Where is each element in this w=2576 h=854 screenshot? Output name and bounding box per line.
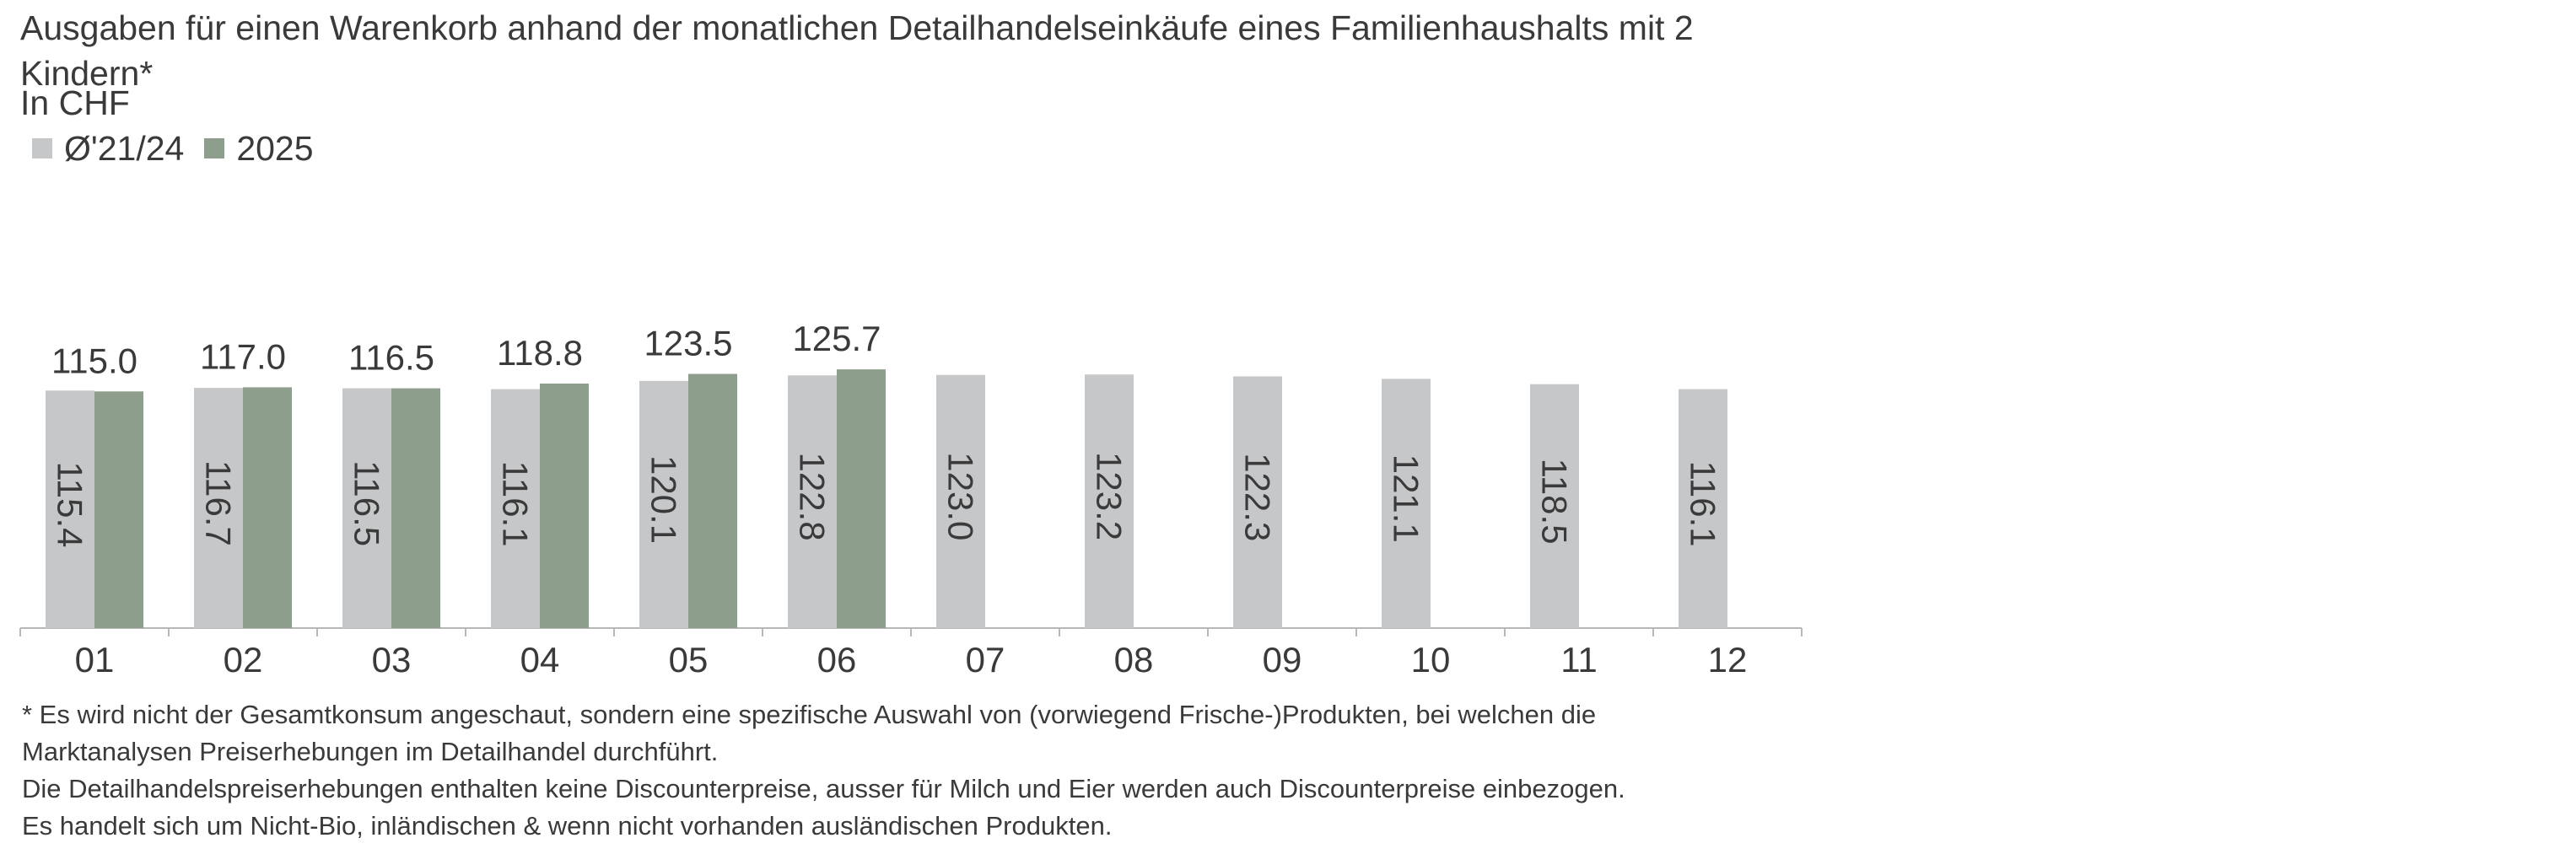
chart-legend: Ø'21/24 2025: [32, 125, 314, 172]
data-label-avg: 123.0: [941, 452, 981, 540]
bar-avg: [1382, 379, 1431, 628]
x-tick-label: 09: [1263, 640, 1302, 679]
data-label-2025: 123.5: [644, 324, 732, 363]
legend-swatch-avg: [32, 138, 52, 158]
bar-avg: [1679, 389, 1727, 628]
x-tick-label: 02: [224, 640, 263, 679]
data-label-avg: 116.1: [496, 461, 536, 547]
footnote-line: Marktanalysen Preiserhebungen im Detailh…: [22, 737, 719, 766]
footnote: * Es wird nicht der Gesamtkonsum angesch…: [22, 696, 1844, 845]
bar-2025: [243, 387, 292, 628]
bar-avg: [936, 374, 985, 628]
legend-label-2025: 2025: [236, 128, 314, 168]
data-label-avg: 122.8: [793, 453, 833, 541]
bar-2025: [391, 388, 440, 628]
bar-avg: [639, 380, 688, 628]
x-tick-label: 05: [669, 640, 709, 679]
bar-2025: [540, 383, 589, 628]
x-tick-label: 03: [372, 640, 412, 679]
bar-2025: [837, 369, 886, 628]
bar-avg: [788, 375, 837, 628]
data-label-avg: 116.5: [348, 460, 387, 546]
data-label-avg: 120.1: [644, 455, 684, 544]
bar-avg: [46, 390, 94, 628]
footnote-line: Es handelt sich um Nicht-Bio, inländisch…: [22, 811, 1113, 841]
legend-swatch-2025: [204, 138, 225, 158]
bar-avg: [342, 388, 391, 628]
bar-avg: [1233, 376, 1282, 628]
data-label-avg: 116.7: [199, 460, 239, 546]
footnote-line: Die Detailhandelspreiserhebungen enthalt…: [22, 774, 1625, 803]
data-label-avg: 123.2: [1090, 452, 1129, 540]
bar-avg: [1085, 374, 1134, 628]
bar-avg: [1530, 384, 1579, 628]
data-label-avg: 115.4: [51, 462, 90, 548]
bar-chart: 01 115.4 115.0 02 116.7 117.0 03 116.5 116.5 04 11…: [19, 319, 1803, 679]
x-tick-label: 01: [75, 640, 115, 679]
bar-avg: [491, 389, 540, 628]
x-tick-label: 06: [817, 640, 857, 679]
bar-2025: [94, 391, 143, 628]
legend-item-avg: Ø'21/24: [32, 129, 184, 169]
footnote-line: * Es wird nicht der Gesamtkonsum angesch…: [22, 700, 1597, 729]
data-label-2025: 125.7: [792, 319, 881, 358]
x-tick-label: 08: [1114, 640, 1154, 679]
data-label-avg: 118.5: [1535, 459, 1575, 545]
bar-avg: [194, 388, 243, 628]
data-label-avg: 122.3: [1238, 453, 1278, 541]
data-label-2025: 116.5: [348, 338, 434, 378]
x-tick-label: 10: [1411, 640, 1451, 679]
x-tick-label: 04: [520, 640, 560, 679]
legend-item-2025: 2025: [204, 128, 314, 169]
legend-label-avg: Ø'21/24: [64, 128, 185, 168]
x-tick-label: 11: [1560, 640, 1598, 679]
data-label-avg: 121.1: [1387, 454, 1426, 543]
data-label-2025: 118.8: [497, 333, 583, 373]
chart-subtitle: In CHF: [20, 83, 130, 122]
chart-title: Ausgaben für einen Warenkorb anhand der …: [20, 8, 1694, 93]
data-label-2025: 117.0: [200, 336, 286, 376]
x-tick-label: 12: [1708, 640, 1748, 679]
x-tick-label: 07: [966, 640, 1005, 679]
bar-2025: [688, 373, 737, 628]
data-label-avg: 116.1: [1684, 461, 1723, 547]
data-label-2025: 115.0: [51, 341, 137, 380]
